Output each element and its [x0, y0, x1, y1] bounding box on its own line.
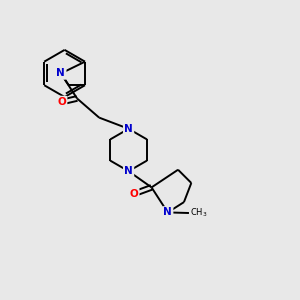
Text: N: N: [124, 124, 133, 134]
Text: N: N: [124, 166, 133, 176]
Text: O: O: [57, 97, 66, 107]
Text: O: O: [130, 189, 138, 199]
Text: N: N: [164, 207, 172, 218]
Text: N: N: [56, 68, 65, 78]
Text: CH$_3$: CH$_3$: [190, 207, 207, 219]
